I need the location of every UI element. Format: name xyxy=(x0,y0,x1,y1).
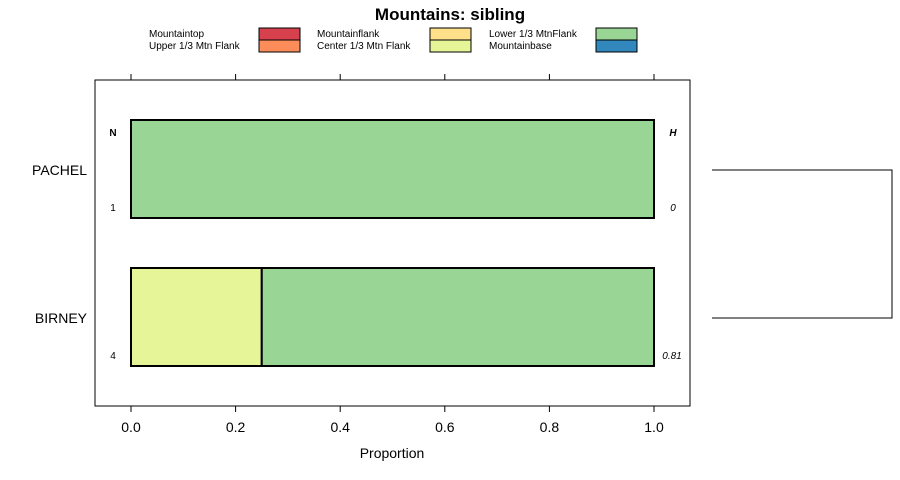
dendrogram xyxy=(712,169,893,319)
legend-label-mountainbase: Mountainbase xyxy=(489,41,552,52)
h-value-pachel: 0 xyxy=(670,203,676,214)
h-values: 00.81 xyxy=(662,203,681,362)
h-value-birney: 0.81 xyxy=(662,351,681,362)
x-tick-label-0-4: 0.4 xyxy=(330,419,350,435)
chart-title: Mountains: sibling xyxy=(375,5,525,24)
legend-swatch-mountaintop xyxy=(258,27,301,41)
x-tick-label-0-8: 0.8 xyxy=(540,419,560,435)
legend-label-upper-1-3-mtn-flank: Upper 1/3 Mtn Flank xyxy=(149,41,241,52)
n-value-birney: 4 xyxy=(110,351,116,362)
category-label-pachel: PACHEL xyxy=(32,162,87,178)
category-labels: PACHEL BIRNEY xyxy=(32,162,88,326)
legend-swatch-upper-1-3-mtn-flank xyxy=(258,39,301,53)
legend-label-mountaintop: Mountaintop xyxy=(149,29,204,40)
legend-swatch-mountainbase xyxy=(595,39,638,53)
bar-pachel-lower-1-3-mtnflank xyxy=(130,119,655,219)
n-value-pachel: 1 xyxy=(110,203,116,214)
category-label-birney: BIRNEY xyxy=(35,310,88,326)
legend-swatch-lower-1-3-mtnflank xyxy=(595,27,638,41)
bar-birney-center-1-3-mtn-flank xyxy=(130,267,263,367)
x-tick-label-0-6: 0.6 xyxy=(435,419,455,435)
legend-label-center-1-3-mtn-flank: Center 1/3 Mtn Flank xyxy=(317,41,411,52)
legend-swatch-center-1-3-mtn-flank xyxy=(429,39,472,53)
bars xyxy=(130,119,655,367)
bar-birney-lower-1-3-mtnflank xyxy=(260,267,655,367)
x-tick-label-0-0: 0.0 xyxy=(121,419,141,435)
plot-panel xyxy=(94,79,691,407)
dendrogram-join xyxy=(712,169,893,319)
n-column-header: N xyxy=(109,128,116,139)
x-tick-label-1-0: 1.0 xyxy=(644,419,664,435)
h-column-header: H xyxy=(669,128,677,139)
legend-label-lower-1-3-mtnflank: Lower 1/3 MtnFlank xyxy=(489,29,578,40)
n-values: 14 xyxy=(110,203,116,362)
legend-swatch-mountainflank xyxy=(429,27,472,41)
x-axis: 0.0 0.2 0.4 0.6 0.8 1.0 xyxy=(121,406,664,435)
x-tick-label-0-2: 0.2 xyxy=(226,419,246,435)
top-axis-ticks xyxy=(130,74,655,80)
legend-label-mountainflank: Mountainflank xyxy=(317,29,380,40)
x-axis-label: Proportion xyxy=(360,445,425,461)
